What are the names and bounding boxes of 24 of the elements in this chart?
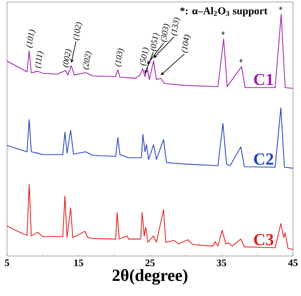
annotation: (111) bbox=[34, 51, 44, 68]
series-label: C2 bbox=[254, 153, 274, 165]
x-tick-label: 45 bbox=[288, 260, 298, 266]
annotation: (103) bbox=[114, 48, 124, 67]
annotation: (102) bbox=[72, 22, 83, 40]
x-tick-label: 35 bbox=[216, 260, 226, 266]
annotation: * bbox=[279, 6, 282, 10]
series-label: C3 bbox=[254, 234, 274, 246]
x-tick-label: 5 bbox=[4, 260, 10, 266]
annotation: (133) bbox=[170, 18, 181, 36]
annotation: (303) bbox=[160, 24, 170, 42]
x-tick-label: 15 bbox=[74, 260, 84, 266]
annotation: (051) bbox=[150, 33, 160, 52]
annotation: (104) bbox=[181, 34, 191, 53]
x-axis-title: 2θ(degree) bbox=[112, 269, 188, 285]
annotation: (202) bbox=[82, 51, 92, 70]
annotation: (002) bbox=[62, 49, 72, 68]
annotation: * bbox=[239, 59, 243, 63]
annotation: (501) bbox=[140, 48, 150, 66]
series-label: C1 bbox=[254, 74, 274, 86]
annotation: (101) bbox=[26, 30, 36, 48]
x-tick-label: 25 bbox=[145, 260, 155, 266]
annotation: * bbox=[221, 31, 225, 35]
annotation: *: α–Al$_{2}$O$_{3}$ support bbox=[180, 7, 268, 16]
